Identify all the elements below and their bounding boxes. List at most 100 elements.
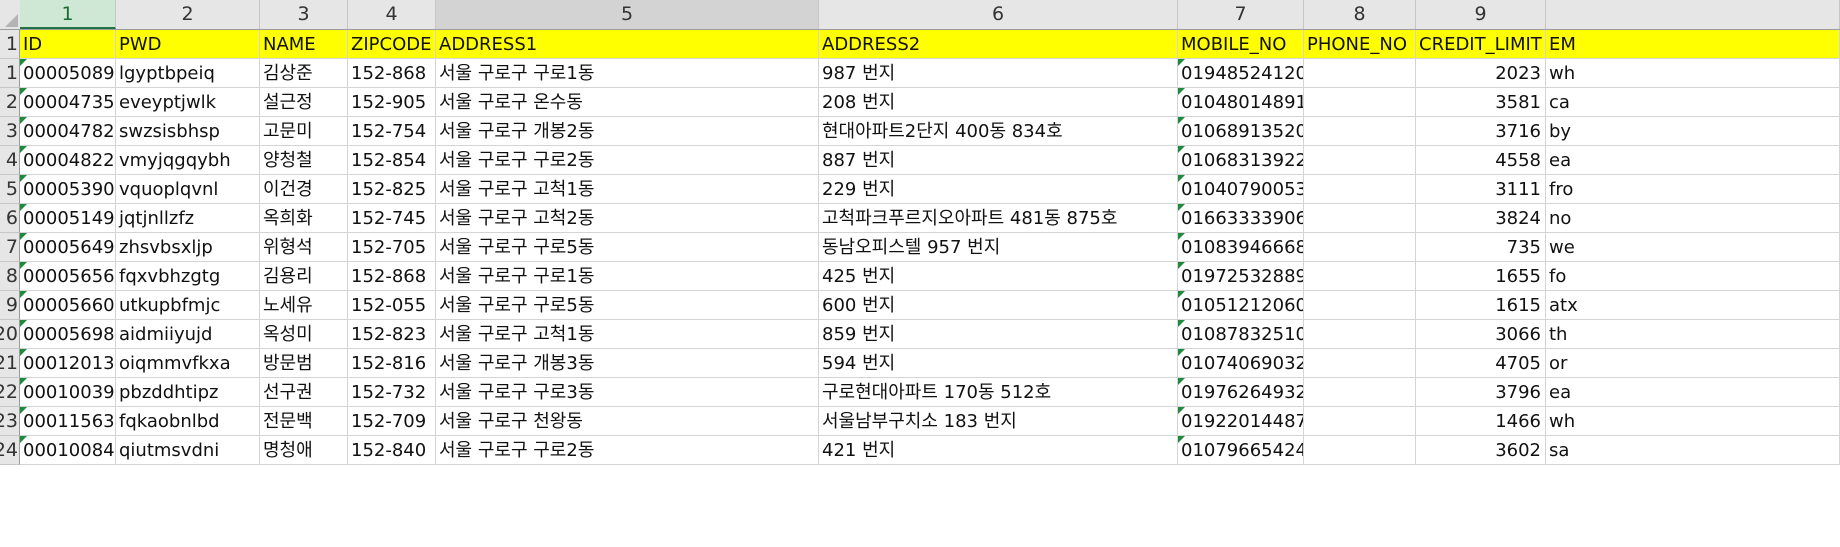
cell-mobile-no[interactable]: 01068313922 [1178,146,1304,175]
cell-email[interactable]: ea [1546,146,1840,175]
cell-name[interactable]: 옥희화 [260,204,348,233]
cell-mobile-no[interactable]: 01087832510 [1178,320,1304,349]
cell-credit-limit[interactable]: 3066 [1416,320,1546,349]
cell-phone-no[interactable] [1304,320,1416,349]
cell-pwd[interactable]: qiutmsvdni [116,436,260,465]
cell-mobile-no[interactable]: 01972532889 [1178,262,1304,291]
cell-address2[interactable]: 859 번지 [819,320,1178,349]
cell-email[interactable]: fo [1546,262,1840,291]
cell-zipcode[interactable]: 152-705 [348,233,436,262]
cell-mobile-no[interactable]: 01976264932 [1178,378,1304,407]
cell-zipcode[interactable]: 152-823 [348,320,436,349]
row-number[interactable]: 24 [0,436,20,465]
cell-name[interactable]: 옥성미 [260,320,348,349]
cell-email[interactable]: we [1546,233,1840,262]
cell-zipcode[interactable]: 152-745 [348,204,436,233]
column-header-8[interactable]: 8 [1304,0,1416,29]
cell-address2[interactable]: 서울남부구치소 183 번지 [819,407,1178,436]
cell-name[interactable]: 명청애 [260,436,348,465]
header-cell-phone-no[interactable]: PHONE_NO [1304,30,1416,59]
cell-id[interactable]: 00004735 [20,88,116,117]
cell-address2[interactable]: 구로현대아파트 170동 512호 [819,378,1178,407]
cell-address2[interactable]: 987 번지 [819,59,1178,88]
cell-name[interactable]: 설근정 [260,88,348,117]
cell-name[interactable]: 노세유 [260,291,348,320]
cell-zipcode[interactable]: 152-754 [348,117,436,146]
cell-email[interactable]: or [1546,349,1840,378]
cell-email[interactable]: atx [1546,291,1840,320]
cell-mobile-no[interactable]: 01074069032 [1178,349,1304,378]
cell-pwd[interactable]: oiqmmvfkxa [116,349,260,378]
cell-phone-no[interactable] [1304,88,1416,117]
row-number[interactable]: 4 [0,146,20,175]
cell-name[interactable]: 선구권 [260,378,348,407]
cell-pwd[interactable]: zhsvbsxljp [116,233,260,262]
cell-phone-no[interactable] [1304,407,1416,436]
cell-phone-no[interactable] [1304,204,1416,233]
cell-mobile-no[interactable]: 01922014487 [1178,407,1304,436]
row-number[interactable]: 5 [0,175,20,204]
cell-name[interactable]: 김상준 [260,59,348,88]
cell-address1[interactable]: 서울 구로구 개봉2동 [436,117,819,146]
row-number[interactable]: 20 [0,320,20,349]
cell-credit-limit[interactable]: 1655 [1416,262,1546,291]
cell-address2[interactable]: 425 번지 [819,262,1178,291]
cell-credit-limit[interactable]: 4558 [1416,146,1546,175]
cell-id[interactable]: 00010039 [20,378,116,407]
cell-pwd[interactable]: vquoplqvnl [116,175,260,204]
column-header-4[interactable]: 4 [348,0,436,29]
row-number[interactable]: 22 [0,378,20,407]
cell-address1[interactable]: 서울 구로구 고척2동 [436,204,819,233]
cell-name[interactable]: 고문미 [260,117,348,146]
cell-address1[interactable]: 서울 구로구 고척1동 [436,320,819,349]
cell-name[interactable]: 위형석 [260,233,348,262]
cell-address1[interactable]: 서울 구로구 온수동 [436,88,819,117]
row-number[interactable]: 6 [0,204,20,233]
cell-zipcode[interactable]: 152-055 [348,291,436,320]
cell-credit-limit[interactable]: 3796 [1416,378,1546,407]
cell-pwd[interactable]: eveyptjwlk [116,88,260,117]
cell-mobile-no[interactable]: 01948524120 [1178,59,1304,88]
cell-phone-no[interactable] [1304,59,1416,88]
cell-pwd[interactable]: pbzddhtipz [116,378,260,407]
header-cell-name[interactable]: NAME [260,30,348,59]
cell-phone-no[interactable] [1304,436,1416,465]
cell-email[interactable]: by [1546,117,1840,146]
cell-credit-limit[interactable]: 4705 [1416,349,1546,378]
cell-id[interactable]: 00005656 [20,262,116,291]
cell-address2[interactable]: 594 번지 [819,349,1178,378]
cell-id[interactable]: 00005390 [20,175,116,204]
cell-address1[interactable]: 서울 구로구 고척1동 [436,175,819,204]
cell-address2[interactable]: 고척파크푸르지오아파트 481동 875호 [819,204,1178,233]
row-number[interactable]: 1 [0,59,20,88]
cell-phone-no[interactable] [1304,291,1416,320]
cell-address1[interactable]: 서울 구로구 구로2동 [436,436,819,465]
cell-id[interactable]: 00005660 [20,291,116,320]
cell-credit-limit[interactable]: 735 [1416,233,1546,262]
cell-credit-limit[interactable]: 3716 [1416,117,1546,146]
cell-phone-no[interactable] [1304,117,1416,146]
cell-credit-limit[interactable]: 3111 [1416,175,1546,204]
cell-email[interactable]: fro [1546,175,1840,204]
column-header-2[interactable]: 2 [116,0,260,29]
cell-email[interactable]: ca [1546,88,1840,117]
cell-pwd[interactable]: fqkaobnlbd [116,407,260,436]
cell-pwd[interactable]: vmyjqgqybh [116,146,260,175]
cell-credit-limit[interactable]: 2023 [1416,59,1546,88]
cell-mobile-no[interactable]: 01040790053 [1178,175,1304,204]
cell-id[interactable]: 00011563 [20,407,116,436]
row-number[interactable]: 3 [0,117,20,146]
cell-address1[interactable]: 서울 구로구 구로2동 [436,146,819,175]
row-number[interactable]: 9 [0,291,20,320]
row-number[interactable]: 7 [0,233,20,262]
cell-address2[interactable]: 887 번지 [819,146,1178,175]
cell-email[interactable]: sa [1546,436,1840,465]
cell-zipcode[interactable]: 152-868 [348,59,436,88]
cell-pwd[interactable]: fqxvbhzgtg [116,262,260,291]
column-header-9[interactable]: 9 [1416,0,1546,29]
cell-address2[interactable]: 현대아파트2단지 400동 834호 [819,117,1178,146]
cell-pwd[interactable]: swzsisbhsp [116,117,260,146]
cell-pwd[interactable]: aidmiiyujd [116,320,260,349]
cell-zipcode[interactable]: 152-709 [348,407,436,436]
cell-phone-no[interactable] [1304,233,1416,262]
